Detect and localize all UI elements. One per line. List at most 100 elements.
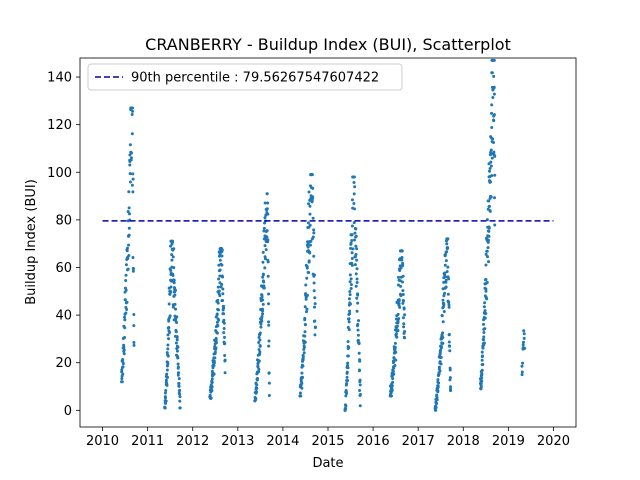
data-point [261, 298, 265, 302]
data-point [122, 352, 126, 356]
data-point [355, 258, 359, 262]
data-point [491, 96, 495, 100]
data-point [489, 148, 493, 152]
data-point [483, 301, 487, 305]
data-point [256, 364, 260, 368]
data-point [487, 234, 491, 238]
data-point [444, 278, 448, 282]
data-point [175, 338, 179, 342]
data-point [352, 201, 356, 205]
data-point [217, 318, 221, 322]
data-point [480, 350, 484, 354]
data-point [173, 293, 177, 297]
data-point [263, 216, 267, 220]
data-point [128, 172, 132, 176]
data-point [172, 278, 176, 282]
data-point [441, 298, 445, 302]
data-point [164, 401, 168, 405]
data-point [122, 345, 126, 349]
data-point [166, 343, 170, 347]
data-point [447, 305, 451, 309]
data-point [125, 249, 129, 253]
data-point [437, 381, 441, 385]
data-point [482, 335, 486, 339]
data-point [486, 255, 490, 259]
data-point [400, 256, 404, 260]
data-point [445, 242, 449, 246]
data-point [220, 263, 224, 267]
data-point [522, 332, 526, 336]
data-point [215, 331, 219, 335]
data-point [131, 106, 135, 110]
data-point [482, 331, 486, 335]
data-point [482, 322, 486, 326]
data-point [303, 330, 307, 334]
data-point [266, 238, 270, 242]
data-point [482, 341, 486, 345]
data-point [393, 341, 397, 345]
data-point [350, 224, 354, 228]
data-point [350, 233, 354, 237]
data-point [260, 315, 264, 319]
data-point [172, 266, 176, 270]
data-point [265, 207, 269, 211]
data-point [132, 312, 136, 316]
data-point [355, 309, 359, 313]
data-point [176, 373, 180, 377]
data-point [130, 183, 134, 187]
data-point [493, 196, 497, 200]
x-tick-label: 2017 [402, 434, 435, 449]
data-point [487, 169, 491, 173]
y-tick-label: 60 [55, 261, 72, 276]
data-point [445, 270, 449, 274]
data-point [267, 292, 271, 296]
data-point [262, 280, 266, 284]
data-point [446, 246, 450, 250]
data-point [303, 340, 307, 344]
data-point [223, 358, 227, 362]
data-point [399, 284, 403, 288]
data-point [308, 243, 312, 247]
data-point [173, 288, 177, 292]
data-point [398, 269, 402, 273]
data-point [215, 312, 219, 316]
data-point [257, 359, 261, 363]
data-point [166, 347, 170, 351]
data-point [396, 312, 400, 316]
data-point [267, 381, 271, 385]
data-point [439, 362, 443, 366]
data-point [306, 245, 310, 249]
data-point [260, 295, 264, 299]
data-point [123, 298, 127, 302]
data-point [344, 394, 348, 398]
data-point [442, 301, 446, 305]
data-point [479, 381, 483, 385]
data-point [122, 315, 126, 319]
data-point [356, 301, 360, 305]
data-point [396, 283, 400, 287]
data-point [217, 254, 221, 258]
data-point [212, 364, 216, 368]
data-point [261, 272, 265, 276]
x-tick-label: 2015 [311, 434, 344, 449]
data-point [130, 132, 134, 136]
data-point [313, 302, 317, 306]
data-point [123, 336, 127, 340]
data-point [218, 258, 222, 262]
data-point [125, 300, 129, 304]
data-point [357, 351, 361, 355]
data-point [401, 293, 405, 297]
data-point [357, 341, 361, 345]
data-point [301, 358, 305, 362]
data-point [265, 192, 269, 196]
data-point [301, 354, 305, 358]
data-point [177, 381, 181, 385]
data-point [221, 298, 225, 302]
data-point [131, 269, 135, 273]
data-point [350, 198, 354, 202]
data-point [300, 381, 304, 385]
data-point [481, 346, 485, 350]
data-point [121, 359, 125, 363]
data-point [353, 231, 357, 235]
data-point [352, 221, 356, 225]
